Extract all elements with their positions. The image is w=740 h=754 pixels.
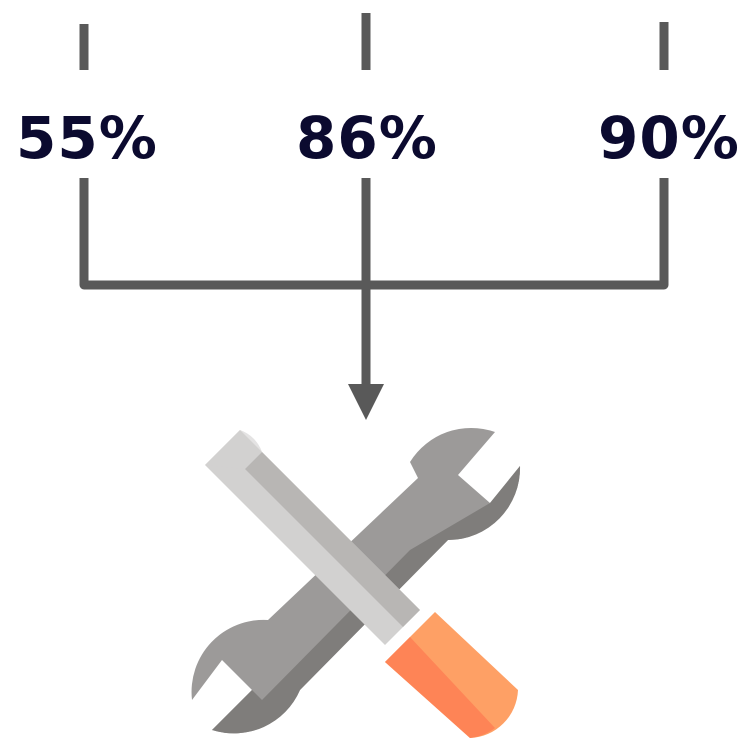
arrowhead (348, 384, 384, 420)
screwdriver-tip (205, 430, 262, 469)
percent-label-3: 90% (598, 104, 740, 172)
screwdriver-handle-shade (385, 637, 495, 738)
bracket-line (79, 178, 669, 290)
screwdriver-shaft-shade (245, 452, 420, 627)
percent-label-2: 86% (296, 104, 438, 172)
screwdriver-shaft (205, 430, 420, 645)
percent-label-1: 55% (16, 104, 158, 172)
screwdriver-handle (385, 612, 518, 738)
top-ticks (79, 13, 669, 70)
screwdriver-icon (205, 430, 518, 738)
